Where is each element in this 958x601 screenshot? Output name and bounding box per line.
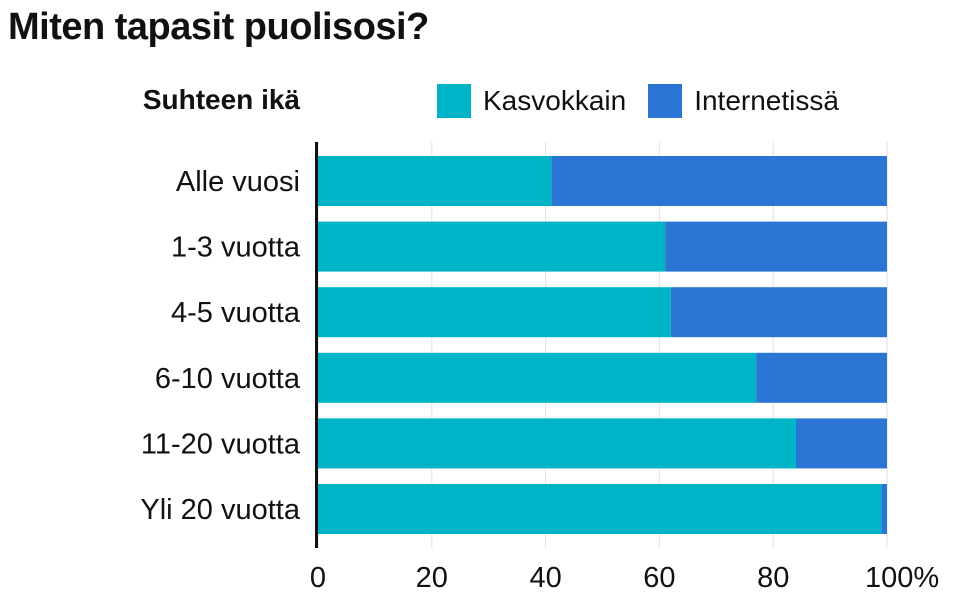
legend-item-internetissa: Internetissä: [648, 84, 839, 118]
category-label: 4-5 vuotta: [171, 297, 301, 329]
legend-item-kasvokkain: Kasvokkain: [437, 84, 626, 118]
bar-internetissa-4: [795, 418, 887, 469]
category-label: Alle vuosi: [176, 166, 300, 198]
x-tick-label: 40: [529, 562, 561, 594]
bar-kasvokkain-5: [318, 484, 882, 534]
legend: Kasvokkain Internetissä: [437, 84, 861, 118]
bar-internetissa-5: [881, 484, 887, 534]
category-label: 6-10 vuotta: [155, 363, 301, 395]
x-tick-label: 20: [416, 562, 448, 594]
bar-kasvokkain-4: [318, 418, 796, 469]
category-label: 1-3 vuotta: [171, 232, 301, 264]
chart-title: Miten tapasit puolisosi?: [8, 6, 429, 48]
legend-swatch-internetissa: [648, 84, 683, 118]
bar-internetissa-0: [551, 156, 887, 206]
bar-internetissa-3: [756, 352, 887, 403]
category-label: Yli 20 vuotta: [140, 494, 300, 526]
bar-internetissa-1: [665, 221, 887, 272]
bar-kasvokkain-2: [318, 287, 671, 338]
category-label: 11-20 vuotta: [141, 428, 301, 460]
legend-swatch-kasvokkain: [437, 84, 471, 118]
x-tick-label: 0: [310, 562, 326, 594]
bar-kasvokkain-0: [318, 156, 552, 206]
bar-kasvokkain-1: [318, 221, 666, 272]
bar-kasvokkain-3: [318, 352, 757, 403]
legend-label-kasvokkain: Kasvokkain: [483, 85, 627, 116]
category-axis-title: Suhteen ikä: [142, 84, 300, 115]
bar-internetissa-2: [670, 287, 887, 338]
x-tick-label: 100%: [865, 562, 939, 594]
x-tick-label: 80: [757, 562, 789, 594]
x-tick-label: 60: [643, 562, 675, 594]
legend-label-internetissa: Internetissä: [694, 85, 839, 116]
